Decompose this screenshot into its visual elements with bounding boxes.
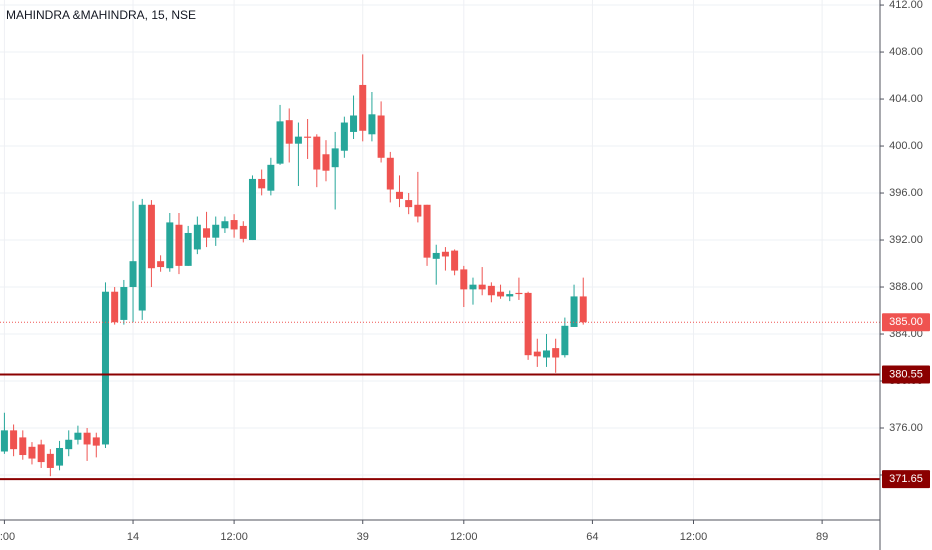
candle-body — [441, 251, 449, 257]
x-tick-label: 12:00 — [450, 531, 478, 543]
candle-body — [19, 437, 27, 456]
x-tick-label: 2:00 — [0, 531, 15, 543]
candle-body — [101, 291, 109, 445]
level-label: 380.55 — [889, 368, 923, 380]
candle-body — [368, 114, 376, 135]
candle-body — [285, 120, 293, 144]
candle-body — [432, 252, 440, 259]
candle-body — [294, 136, 302, 144]
candle-body — [46, 453, 54, 468]
level-badge — [882, 470, 930, 489]
candle-body — [350, 115, 358, 132]
candle-body — [506, 294, 514, 297]
price-axis-bg — [880, 0, 932, 550]
candle-body — [570, 296, 578, 327]
candle-body — [579, 296, 587, 323]
candle-body — [386, 157, 394, 190]
level-badge — [882, 365, 930, 384]
y-tick-label: 392.00 — [889, 234, 923, 246]
candle-body — [221, 221, 229, 229]
candle-body — [451, 250, 459, 271]
candle-body — [542, 350, 550, 358]
candle-body — [267, 164, 275, 191]
candle-body — [340, 122, 348, 151]
last-price-label: 385.00 — [889, 316, 923, 328]
candle-body — [377, 115, 385, 158]
last-price-badge — [882, 313, 930, 332]
y-tick-label: 412.00 — [889, 0, 923, 11]
x-tick-label: 64 — [586, 531, 598, 543]
candle-body — [552, 348, 560, 358]
candle-body — [138, 204, 146, 311]
candle-body — [129, 261, 137, 288]
x-tick-label: 12:00 — [680, 531, 708, 543]
x-tick-label: 39 — [357, 531, 369, 543]
candle-body — [10, 430, 18, 450]
y-tick-label: 400.00 — [889, 140, 923, 152]
candle-body — [561, 325, 569, 356]
candle-body — [497, 291, 505, 297]
candle-body — [313, 136, 321, 170]
candle-body — [166, 222, 174, 269]
candle-body — [0, 430, 8, 452]
candle-body — [414, 204, 422, 217]
candle-body — [331, 148, 339, 168]
candle-body — [239, 225, 247, 239]
chart-title: MAHINDRA &MAHINDRA, 15, NSE — [6, 8, 196, 22]
candle-body — [533, 351, 541, 357]
candle-body — [193, 224, 201, 250]
y-tick-label: 408.00 — [889, 46, 923, 58]
candle-body — [28, 446, 36, 459]
candle-body — [258, 178, 266, 189]
y-tick-label: 388.00 — [889, 281, 923, 293]
candle-body — [111, 291, 119, 323]
candle-body — [147, 204, 155, 269]
x-tick-label: 12:00 — [220, 531, 248, 543]
time-axis-bg — [0, 520, 880, 550]
y-tick-label: 376.00 — [889, 422, 923, 434]
x-tick-label: 89 — [816, 531, 828, 543]
candle-body — [74, 432, 82, 440]
candle-body — [395, 191, 403, 199]
candle-body — [65, 439, 73, 450]
candle-body — [359, 84, 367, 131]
candle-body — [157, 261, 165, 268]
candle-body — [175, 224, 183, 266]
candle-body — [212, 224, 220, 238]
candle-body — [184, 232, 192, 266]
candle-body — [203, 228, 211, 238]
candle-body — [276, 121, 284, 164]
level-label: 371.65 — [889, 473, 923, 485]
candle-body — [304, 136, 312, 138]
y-tick-label: 404.00 — [889, 93, 923, 105]
candle-body — [37, 444, 45, 463]
candle-body — [120, 287, 128, 320]
candle-body — [515, 292, 523, 295]
candle-body — [524, 292, 532, 356]
candle-body — [469, 284, 477, 290]
candle-body — [478, 284, 486, 290]
candle-body — [460, 269, 468, 290]
y-tick-label: 396.00 — [889, 187, 923, 199]
candle-body — [487, 285, 495, 296]
candle-body — [230, 220, 238, 230]
x-tick-label: 14 — [127, 531, 139, 543]
candle-body — [423, 204, 431, 258]
candle-body — [248, 178, 256, 241]
candle-body — [56, 447, 64, 466]
candle-body — [322, 154, 330, 171]
candle-body — [83, 432, 91, 445]
candle-body — [92, 437, 100, 446]
candle-body — [405, 200, 413, 208]
